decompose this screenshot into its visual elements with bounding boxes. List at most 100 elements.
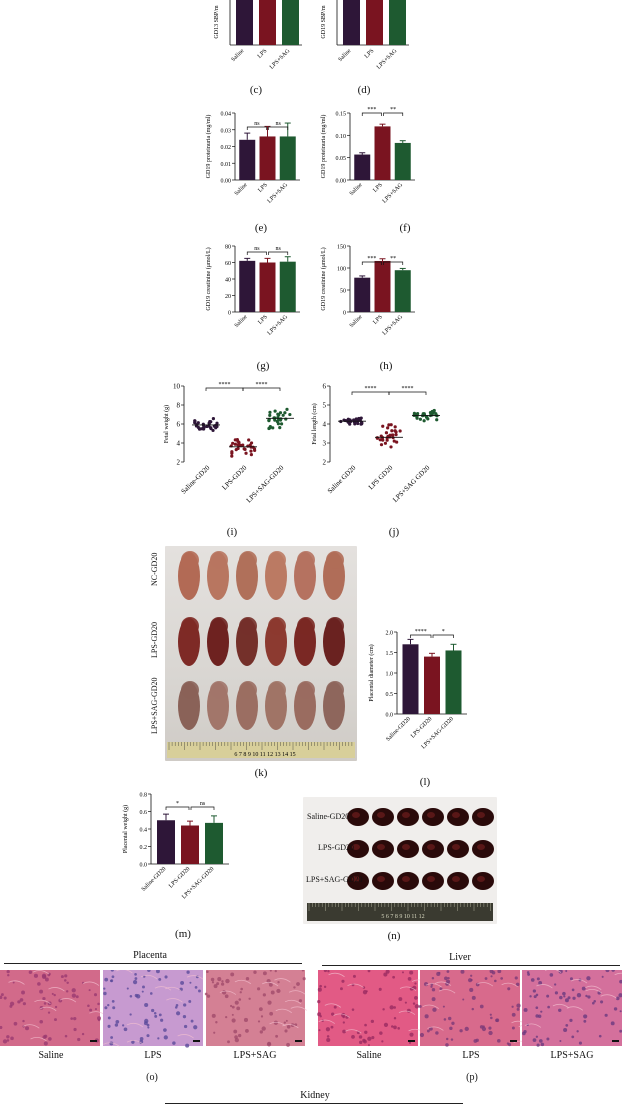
y-axis-label: Placental weight (g) [122, 805, 129, 853]
placenta-highlight [352, 812, 360, 818]
scale-bar [295, 1040, 302, 1042]
cell-nucleus [393, 1017, 397, 1020]
cell-nucleus [129, 994, 133, 998]
significance-bracket [351, 391, 390, 395]
cell-nucleus [432, 1007, 437, 1012]
cell-nucleus [497, 970, 502, 974]
panel-label-i: (i) [226, 526, 238, 538]
data-point [209, 426, 213, 430]
cell-nucleus [317, 1012, 322, 1017]
x-tick-label: LPS [257, 182, 269, 194]
tissue-fiber [427, 1026, 444, 1031]
cell-nucleus [358, 1035, 363, 1039]
cell-nucleus [9, 1001, 15, 1006]
cell-nucleus [490, 975, 493, 978]
cell-nucleus [156, 970, 160, 974]
bar-lps-sag [279, 261, 296, 312]
cell-nucleus [576, 993, 582, 998]
p-caption-1: Saline [356, 1050, 382, 1061]
cell-nucleus [94, 1008, 97, 1011]
cell-nucleus [269, 1011, 274, 1016]
tissue-fiber [476, 982, 494, 987]
x-tick-label: LPS+SAG GD20 [391, 463, 432, 504]
cell-nucleus [104, 977, 109, 982]
cell-nucleus [275, 1034, 279, 1038]
cell-nucleus [540, 1042, 545, 1047]
cell-nucleus [97, 1002, 100, 1006]
cell-nucleus [261, 1026, 266, 1031]
tissue-fiber [614, 972, 622, 976]
bar-saline [343, 0, 360, 45]
y-tick-label: 0 [343, 311, 346, 317]
panel-label-o: (o) [146, 1072, 158, 1083]
cell-nucleus [527, 972, 531, 976]
significance-label: **** [415, 629, 427, 635]
x-tick-label: LPS [372, 314, 384, 326]
cell-nucleus [42, 997, 46, 1001]
significance-bracket [246, 126, 267, 130]
tissue-fiber [34, 999, 51, 1005]
data-point [208, 420, 212, 424]
cell-nucleus [341, 979, 345, 983]
cell-nucleus [470, 974, 473, 977]
fetus-head [268, 617, 286, 635]
cell-nucleus [258, 1007, 263, 1012]
significance-label: *** [367, 107, 376, 113]
cell-nucleus [114, 1023, 119, 1027]
cell-nucleus [497, 1039, 501, 1043]
scale-bar [510, 1040, 517, 1042]
cell-nucleus [435, 1031, 439, 1035]
data-point [385, 438, 389, 442]
cell-nucleus [230, 972, 235, 977]
cell-nucleus [414, 996, 418, 1000]
cell-nucleus [229, 1004, 233, 1008]
cell-nucleus [143, 1021, 148, 1026]
cell-nucleus [217, 977, 222, 982]
cell-nucleus [134, 973, 137, 976]
tissue-fiber [333, 1013, 350, 1018]
y-tick-label: 3 [323, 440, 327, 448]
data-point [384, 431, 389, 435]
placenta-highlight [402, 876, 410, 882]
y-axis-label: Fetal length (cm) [311, 403, 318, 444]
data-point [249, 453, 254, 457]
panel-label-f: (f) [399, 222, 411, 234]
cell-nucleus [65, 990, 69, 993]
scale-bar [193, 1040, 200, 1042]
panel-label-g: (g) [256, 360, 270, 372]
cell-nucleus [19, 998, 24, 1002]
cell-nucleus [248, 997, 251, 1000]
data-point [205, 424, 209, 429]
cell-nucleus [71, 988, 76, 993]
cell-nucleus [257, 1020, 261, 1023]
data-point [242, 447, 246, 451]
significance-label: **** [365, 386, 377, 392]
cell-nucleus [204, 992, 208, 996]
cell-nucleus [424, 1014, 429, 1019]
cell-nucleus [293, 986, 296, 989]
data-point [211, 417, 216, 421]
cell-nucleus [445, 1043, 449, 1047]
cell-nucleus [189, 981, 192, 984]
cell-nucleus [88, 989, 91, 992]
k-row-label-1: NC-GD20 [150, 552, 159, 586]
scale-bar [90, 1040, 97, 1042]
cell-nucleus [559, 995, 563, 1000]
data-point [196, 425, 200, 429]
cell-nucleus [301, 970, 305, 972]
cell-nucleus [97, 1018, 101, 1022]
cell-nucleus [331, 1012, 335, 1016]
cell-nucleus [389, 1005, 394, 1010]
significance-bracket [388, 391, 427, 395]
significance-label: ns [200, 801, 206, 807]
fetus-head [268, 551, 286, 569]
cell-nucleus [352, 974, 356, 978]
cell-nucleus [559, 1039, 562, 1042]
y-tick-label: 2.0 [386, 631, 394, 637]
data-point [230, 450, 234, 454]
data-point [193, 419, 197, 423]
cell-nucleus [75, 995, 79, 999]
y-tick-label: 150 [337, 245, 346, 251]
placenta-highlight [452, 876, 460, 882]
